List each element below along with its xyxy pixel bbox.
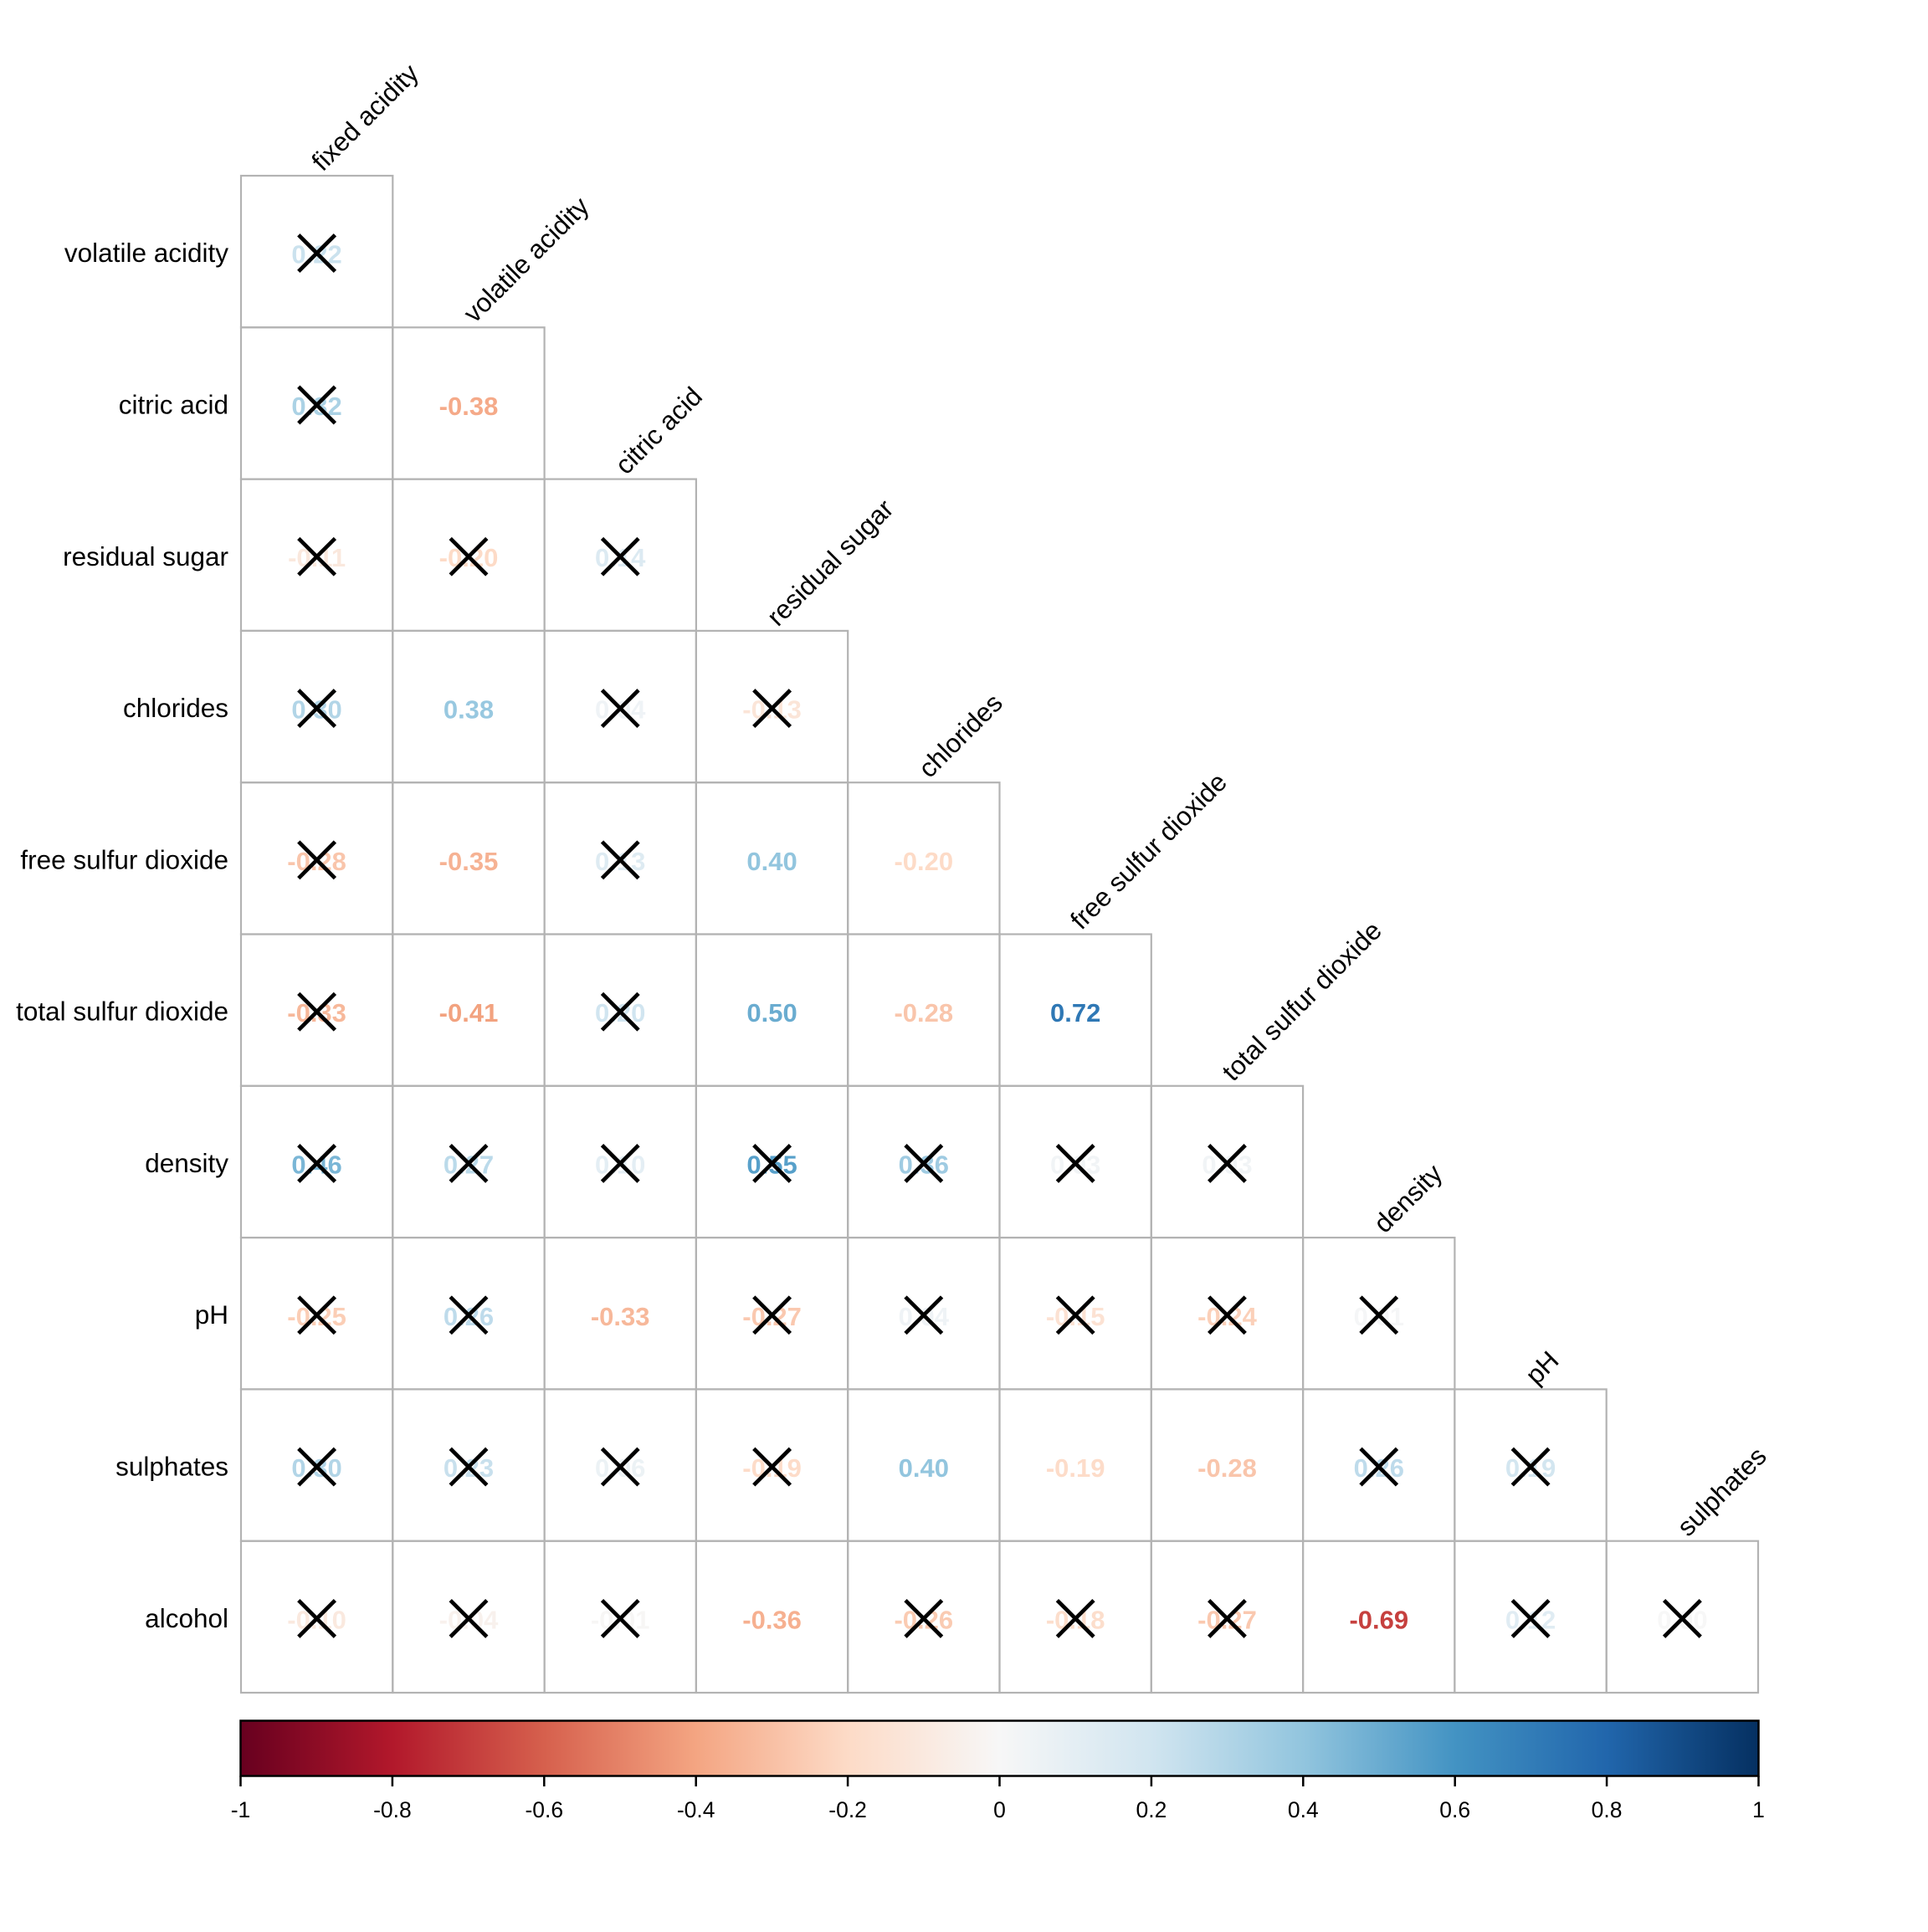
svg-text:-0.69: -0.69 [1349, 1605, 1408, 1634]
svg-text:0.2: 0.2 [1136, 1797, 1167, 1822]
svg-text:-0.36: -0.36 [742, 1605, 802, 1634]
svg-text:-0.2: -0.2 [828, 1797, 867, 1822]
svg-text:1: 1 [1752, 1797, 1765, 1822]
svg-text:density: density [145, 1148, 228, 1178]
svg-text:volatile acidity: volatile acidity [64, 238, 228, 268]
svg-text:-0.38: -0.38 [439, 392, 499, 421]
svg-text:pH: pH [195, 1299, 228, 1330]
svg-text:chlorides: chlorides [123, 693, 228, 723]
svg-text:citric acid: citric acid [119, 390, 228, 420]
svg-text:-0.28: -0.28 [894, 998, 953, 1027]
svg-text:0.50: 0.50 [746, 998, 797, 1027]
svg-text:0.72: 0.72 [1050, 998, 1100, 1027]
svg-text:-0.35: -0.35 [439, 847, 499, 876]
svg-text:residual sugar: residual sugar [63, 541, 228, 571]
svg-text:0.6: 0.6 [1439, 1797, 1470, 1822]
svg-text:free sulfur dioxide: free sulfur dioxide [20, 844, 228, 874]
svg-text:0.38: 0.38 [444, 695, 494, 725]
svg-text:-0.41: -0.41 [439, 998, 499, 1027]
svg-text:sulphates: sulphates [115, 1452, 228, 1482]
svg-text:-0.8: -0.8 [373, 1797, 412, 1822]
svg-text:-0.6: -0.6 [525, 1797, 563, 1822]
svg-text:total sulfur dioxide: total sulfur dioxide [16, 997, 228, 1027]
svg-text:0: 0 [993, 1797, 1006, 1822]
svg-text:0.40: 0.40 [746, 847, 797, 876]
svg-text:0.8: 0.8 [1592, 1797, 1623, 1822]
svg-text:-0.19: -0.19 [1046, 1453, 1105, 1483]
svg-text:0.40: 0.40 [899, 1453, 949, 1483]
svg-text:alcohol: alcohol [145, 1603, 228, 1633]
svg-text:-0.28: -0.28 [1197, 1453, 1257, 1483]
svg-text:-0.20: -0.20 [894, 847, 953, 876]
svg-text:-0.4: -0.4 [677, 1797, 715, 1822]
svg-text:-0.33: -0.33 [591, 1302, 650, 1331]
svg-text:0.4: 0.4 [1288, 1797, 1319, 1822]
svg-text:-1: -1 [231, 1797, 251, 1822]
